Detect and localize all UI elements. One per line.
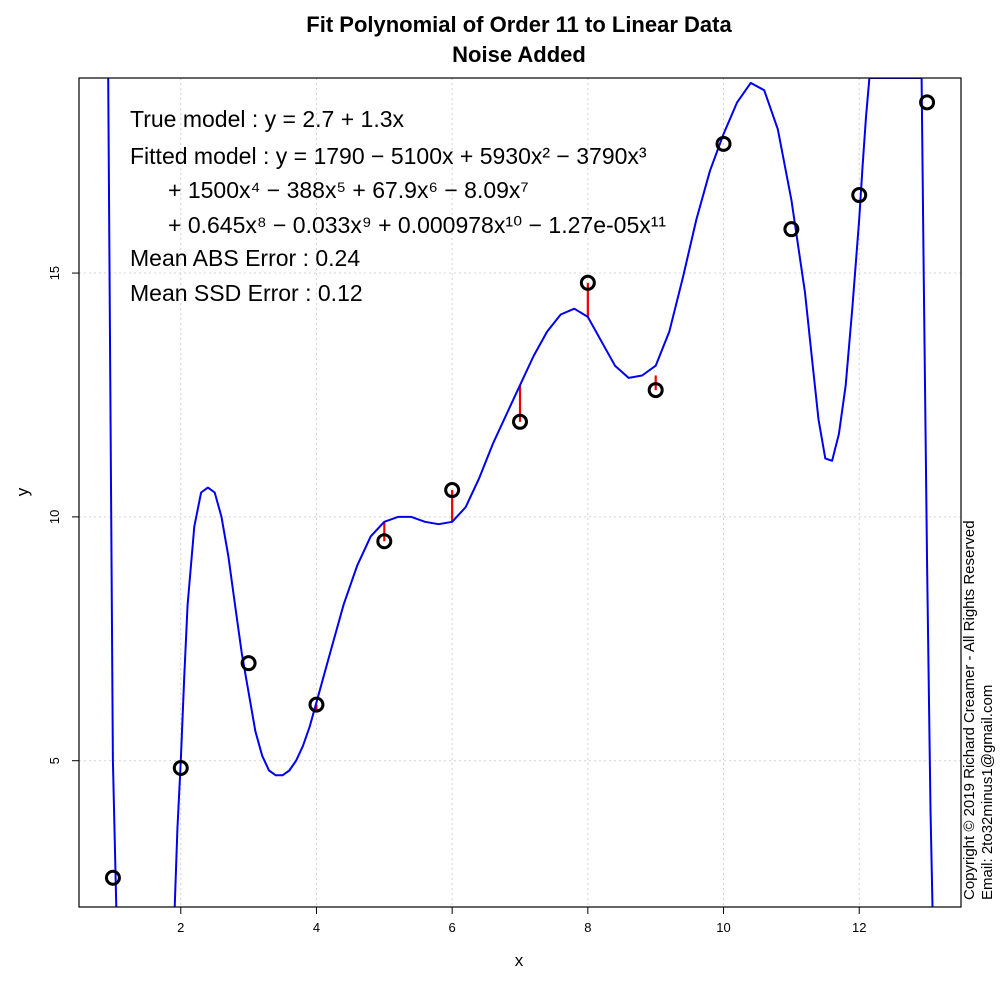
data-point — [172, 760, 189, 777]
x-tick-label: 10 — [716, 920, 730, 935]
x-tick-label: 4 — [313, 920, 320, 935]
data-point — [240, 655, 257, 672]
y-axis-ticks: 5 10 15 — [47, 266, 79, 764]
data-point — [512, 413, 528, 430]
data-point — [376, 533, 393, 550]
email-text: Email: 2to32minus1@gmail.com — [979, 685, 996, 900]
copyright-text: Copyright © 2019 Richard Creamer - All R… — [961, 520, 978, 900]
data-point — [308, 696, 325, 713]
fitted-model-line1: Fitted model : y = 1790 − 5100x + 5930x²… — [130, 143, 647, 169]
data-point — [579, 274, 596, 291]
fit-curve-segment — [173, 78, 934, 907]
y-tick-label: 10 — [47, 510, 62, 524]
fitted-model-line2: + 1500x⁴ − 388x⁵ + 67.9x⁶ − 8.09x⁷ — [168, 177, 529, 203]
data-point — [919, 94, 936, 111]
x-tick-label: 8 — [584, 920, 591, 935]
data-point — [715, 135, 732, 152]
data-point — [444, 482, 461, 499]
x-tick-label: 2 — [177, 920, 184, 935]
fit-curve-segment — [107, 78, 118, 907]
y-tick-label: 15 — [47, 266, 62, 280]
mean-ssd-error-text: Mean SSD Error : 0.12 — [130, 280, 363, 306]
data-points — [104, 94, 936, 886]
fit-curve — [107, 78, 934, 907]
data-point — [647, 382, 664, 399]
mean-abs-error-text: Mean ABS Error : 0.24 — [130, 245, 360, 271]
plot-frame — [78, 77, 962, 908]
true-model-text: True model : y = 2.7 + 1.3x — [130, 106, 405, 132]
data-point — [851, 187, 868, 204]
data-point — [783, 221, 800, 238]
data-point — [104, 869, 121, 886]
x-tick-label: 6 — [449, 920, 456, 935]
chart-subtitle: Noise Added — [452, 42, 586, 67]
chart-title: Fit Polynomial of Order 11 to Linear Dat… — [306, 12, 732, 37]
fitted-model-line3: + 0.645x⁸ − 0.033x⁹ + 0.000978x¹⁰ − 1.27… — [168, 212, 666, 238]
x-tick-label: 12 — [852, 920, 866, 935]
y-tick-label: 5 — [47, 757, 62, 764]
x-axis-label: x — [515, 951, 524, 970]
x-axis-ticks: 2 4 6 8 10 12 — [177, 907, 866, 935]
y-axis-label: y — [13, 487, 32, 496]
